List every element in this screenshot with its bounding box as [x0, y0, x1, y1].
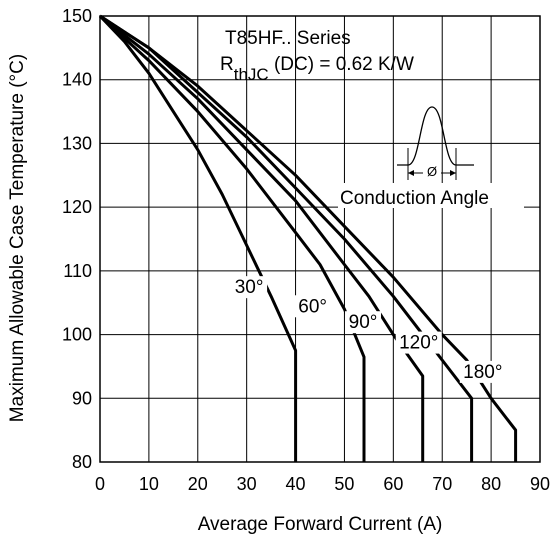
series-label: 120°: [399, 333, 438, 354]
thermal-resistance-label: RthJC (DC) = 0.62 K/W: [220, 54, 414, 84]
series-lines: [98, 14, 518, 462]
x-tick-label: 60: [383, 474, 403, 494]
grid: [99, 15, 541, 463]
x-tick-label: 0: [95, 474, 105, 494]
series-line-4: [99, 14, 518, 462]
rth-value: (DC) = 0.62 K/W: [269, 54, 414, 75]
rth-subscript: thJC: [234, 65, 269, 84]
series-label: 30°: [235, 277, 264, 298]
series-line-0: [98, 14, 298, 462]
annotation-box: T85HF.. Series RthJC (DC) = 0.62 K/W Ø C…: [220, 28, 524, 209]
plot-frame: [99, 15, 541, 463]
y-tick-label: 130: [62, 133, 92, 153]
y-axis-title: Maximum Allowable Case Temperature (°C): [7, 54, 28, 422]
series-name-label: T85HF.. Series: [225, 28, 351, 49]
y-tick-label: 140: [62, 70, 92, 90]
series-label: 180°: [463, 362, 502, 383]
x-tick-label: 40: [286, 474, 306, 494]
series-line-2: [99, 14, 425, 462]
series-label: 60°: [298, 296, 327, 317]
series-label-bg: [395, 331, 442, 354]
y-tick-label: 90: [72, 388, 92, 408]
x-axis-title: Average Forward Current (A): [198, 514, 443, 535]
series-line-1: [98, 14, 366, 462]
y-tick-label: 80: [72, 452, 92, 472]
x-tick-label: 90: [530, 474, 550, 494]
x-tick-label: 30: [237, 474, 257, 494]
x-tick-label: 50: [334, 474, 354, 494]
series-labels: 30° 60° 90° 120° 180°: [231, 276, 506, 383]
series-label-bg: [345, 311, 382, 334]
y-tick-label: 120: [62, 197, 92, 217]
series-label-bg: [231, 276, 268, 299]
series-label-bg: [294, 295, 331, 318]
y-tick-label: 110: [63, 261, 92, 281]
conduction-angle-label: Conduction Angle: [340, 188, 489, 209]
x-tick-label: 10: [139, 474, 159, 494]
y-tick-labels: 80 90 100 110 120 130 140 150: [62, 6, 92, 472]
rth-main: R: [220, 54, 234, 75]
series-line-3: [99, 14, 474, 462]
series-label-bg: [459, 360, 506, 383]
y-tick-label: 100: [62, 325, 92, 345]
series-label: 90°: [349, 312, 378, 333]
x-tick-label: 20: [188, 474, 208, 494]
phi-symbol: Ø: [427, 164, 437, 179]
y-tick-label: 150: [62, 6, 92, 26]
x-tick-label: 80: [481, 474, 501, 494]
x-tick-label: 70: [432, 474, 452, 494]
conduction-angle-icon: Ø: [397, 106, 474, 180]
x-tick-labels: 0 10 20 30 40 50 60 70 80 90: [95, 474, 550, 494]
